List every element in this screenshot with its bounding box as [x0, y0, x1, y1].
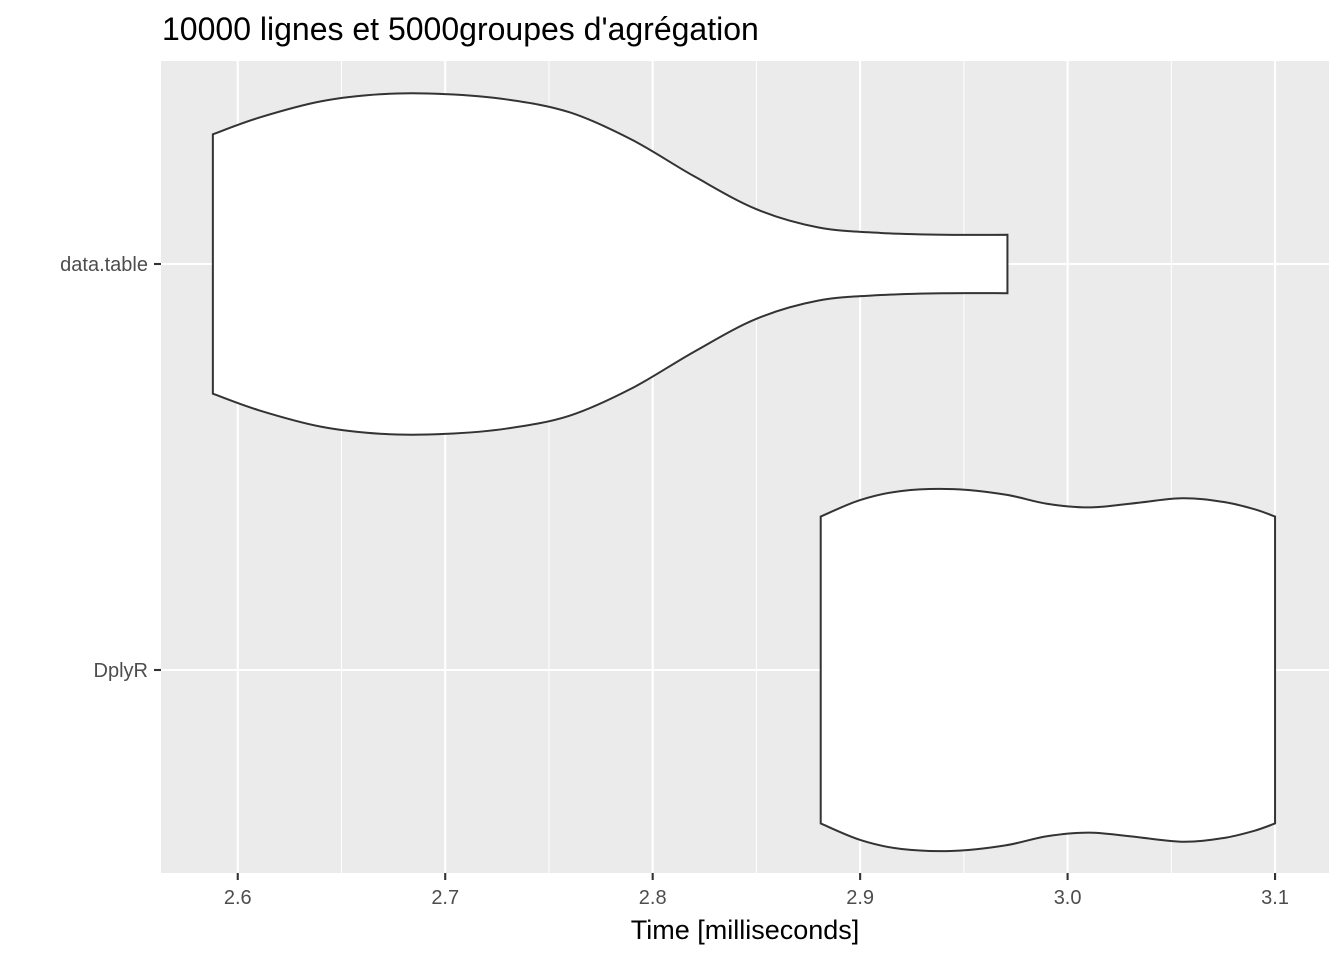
x-axis-title: Time [milliseconds]	[631, 915, 860, 945]
y-tick-label: data.table	[60, 254, 148, 276]
violins-layer	[211, 92, 1277, 853]
violin-data-table	[211, 92, 1009, 436]
y-tick-label: DplyR	[94, 660, 148, 682]
x-axis: 2.6 2.7 2.8 2.9 3.0 3.1	[224, 873, 1289, 909]
x-tick-label: 3.1	[1261, 887, 1289, 909]
x-tick-label: 2.8	[639, 887, 667, 909]
x-tick-label: 2.7	[431, 887, 459, 909]
chart-title: 10000 lignes et 5000groupes d'agrégation	[162, 11, 759, 47]
x-tick-label: 2.6	[224, 887, 252, 909]
violin-dplyr	[819, 487, 1277, 853]
x-tick-label: 2.9	[846, 887, 874, 909]
x-tick-label: 3.0	[1054, 887, 1082, 909]
y-axis: data.table DplyR	[60, 254, 161, 682]
